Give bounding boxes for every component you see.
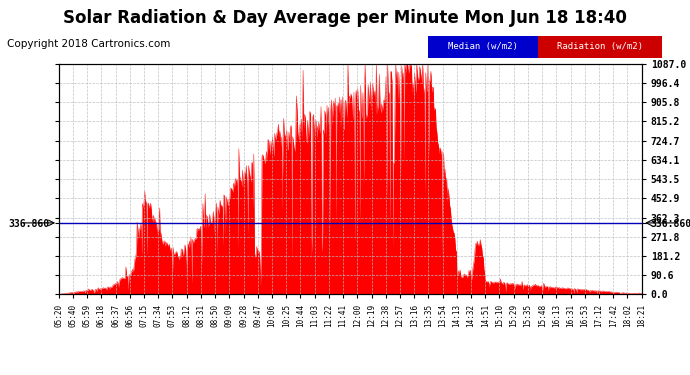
Text: Copyright 2018 Cartronics.com: Copyright 2018 Cartronics.com (7, 39, 170, 50)
Text: Median (w/m2): Median (w/m2) (448, 42, 518, 51)
Text: Solar Radiation & Day Average per Minute Mon Jun 18 18:40: Solar Radiation & Day Average per Minute… (63, 9, 627, 27)
Text: Radiation (w/m2): Radiation (w/m2) (558, 42, 643, 51)
